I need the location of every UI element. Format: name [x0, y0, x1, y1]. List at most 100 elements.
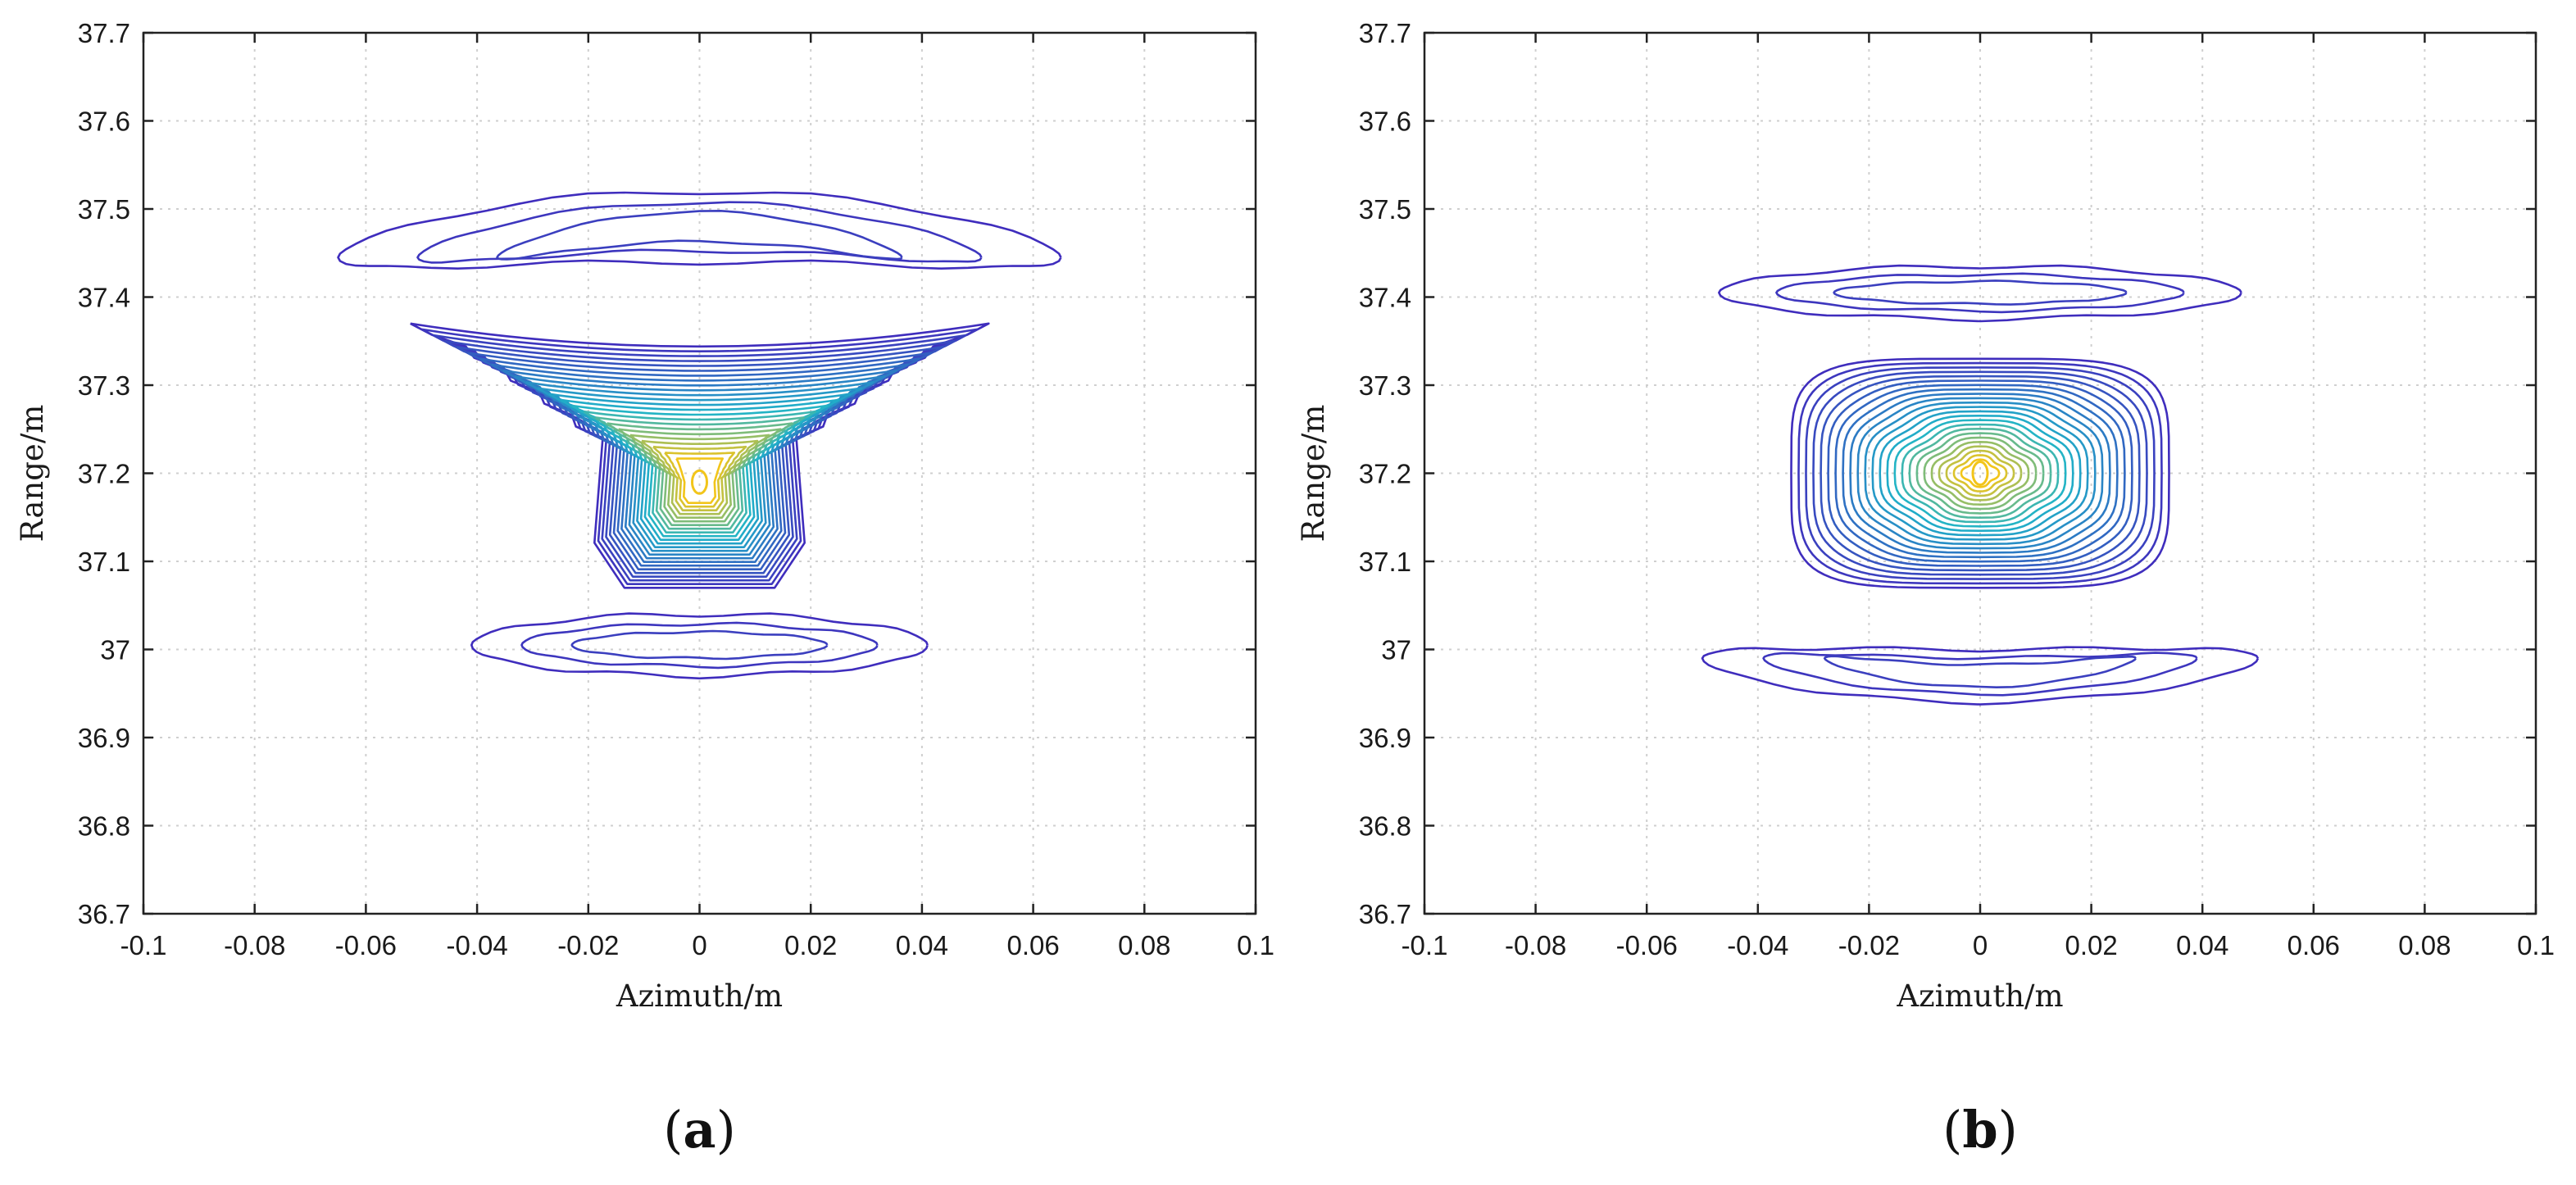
contour-line	[570, 629, 829, 661]
y-tick-label: 37.7	[78, 18, 130, 48]
contour-line	[606, 422, 793, 527]
x-tick-label: 0.04	[896, 930, 948, 960]
peak-contour	[691, 469, 708, 495]
y-tick-label: 36.7	[1359, 899, 1411, 929]
contour-group-band	[1701, 646, 2260, 706]
y-tick-label: 36.9	[1359, 723, 1411, 753]
x-tick-label: -0.06	[1616, 930, 1678, 960]
panel-a: -0.1 -0.08 -0.06 -0.04 -0.02 0 0.02 0.04 0.06 0.0…	[15, 18, 1274, 1160]
y-tick-label: 37	[1381, 635, 1411, 665]
y-tick-label: 36.9	[78, 723, 130, 753]
grid	[1424, 33, 2536, 914]
x-tick-label: -0.02	[557, 930, 619, 960]
contour-line	[1790, 357, 2170, 589]
y-tick-label: 37.6	[78, 107, 130, 137]
contours	[337, 191, 1062, 680]
x-tick-label: 0.04	[2176, 930, 2228, 960]
grid	[143, 33, 1256, 914]
contour-line	[560, 398, 840, 542]
x-tick-label: 0	[1973, 930, 1988, 960]
axes-frame	[142, 31, 1257, 915]
x-tick-label: -0.08	[224, 930, 285, 960]
contour-line	[1701, 646, 2260, 706]
contour-line	[1827, 379, 2133, 567]
x-tick-label: 0.02	[784, 930, 837, 960]
y-tick-label: 37.5	[1359, 194, 1411, 225]
x-tick-label: 0.06	[1006, 930, 1059, 960]
contour-line	[1797, 361, 2163, 585]
contour-line	[1762, 652, 2198, 697]
contour-line	[1833, 279, 2128, 306]
x-tick-label: 0	[692, 930, 706, 960]
contour-line	[571, 404, 829, 538]
contour-line	[337, 191, 1062, 270]
contour-line	[1820, 375, 2141, 572]
contour-line	[1864, 401, 2097, 546]
contour-line	[1952, 454, 2008, 493]
contour-line	[664, 452, 736, 508]
contour-line	[1938, 445, 2023, 502]
x-tick-label: -0.1	[120, 930, 167, 960]
contour-line	[1908, 427, 2052, 520]
y-tick-label: 37	[100, 635, 130, 665]
x-tick-label: 0.06	[2288, 930, 2340, 960]
x-tick-label: 0.08	[2398, 930, 2451, 960]
contour-group-band	[470, 612, 929, 680]
contour-line	[652, 445, 747, 512]
x-tick-label: -0.06	[335, 930, 397, 960]
y-tick-label: 37.4	[78, 283, 130, 313]
y-tick-label: 37.2	[78, 459, 130, 489]
x-tick-label: -0.1	[1402, 930, 1448, 960]
contour-line	[1856, 397, 2104, 550]
y-tick-label: 37.2	[1359, 459, 1411, 489]
contour-line	[641, 439, 759, 515]
contour-line	[583, 410, 816, 534]
contour-line	[1871, 406, 2089, 541]
contour-line	[1849, 393, 2111, 554]
x-axis-label: Azimuth/m	[616, 978, 783, 1014]
peak-contour	[1971, 461, 1989, 486]
contour-line	[1960, 458, 2001, 488]
axes-frame	[1423, 31, 2537, 915]
contours	[1701, 264, 2260, 706]
contour-line	[490, 363, 909, 564]
x-tick-label: -0.02	[1838, 930, 1900, 960]
y-axis-label: Range/m	[15, 405, 50, 543]
x-tick-label: -0.08	[1505, 930, 1566, 960]
contour-line	[594, 416, 805, 530]
y-tick-label: 37.6	[1359, 107, 1411, 137]
x-tick-label: 0.1	[2517, 930, 2555, 960]
contour-line	[1886, 414, 2074, 533]
contour-line	[548, 393, 852, 545]
contour-line	[470, 612, 929, 680]
contour-line	[520, 621, 879, 670]
contour-group-rect	[1790, 357, 2170, 589]
contour-line	[1718, 264, 2242, 323]
contour-line	[496, 209, 903, 261]
contour-line	[1915, 432, 2045, 515]
contour-line	[525, 381, 875, 552]
contour-line	[1842, 388, 2119, 559]
y-tick-label: 36.7	[78, 899, 130, 929]
contour-line	[502, 369, 897, 560]
x-axis-label: Azimuth/m	[1896, 978, 2063, 1014]
contour-line	[1923, 436, 2038, 511]
contour-line	[675, 457, 725, 505]
y-tick-label: 37.7	[1359, 18, 1411, 48]
contour-line	[416, 201, 983, 264]
contour-line	[629, 434, 770, 520]
x-tick-label: 0.1	[1237, 930, 1274, 960]
contour-line	[1879, 410, 2082, 537]
y-tick-label: 37.1	[78, 547, 130, 577]
panel-label: (a)	[663, 1100, 736, 1160]
contour-group-band	[337, 191, 1062, 270]
contour-line	[617, 428, 782, 523]
x-tick-label: 0.02	[2065, 930, 2117, 960]
x-tick-label: -0.04	[446, 930, 507, 960]
contour-line	[1901, 423, 2060, 524]
contour-line	[1823, 655, 2137, 689]
y-tick-label: 36.8	[1359, 811, 1411, 842]
contour-line	[1834, 384, 2126, 563]
y-axis-label: Range/m	[1296, 405, 1331, 543]
